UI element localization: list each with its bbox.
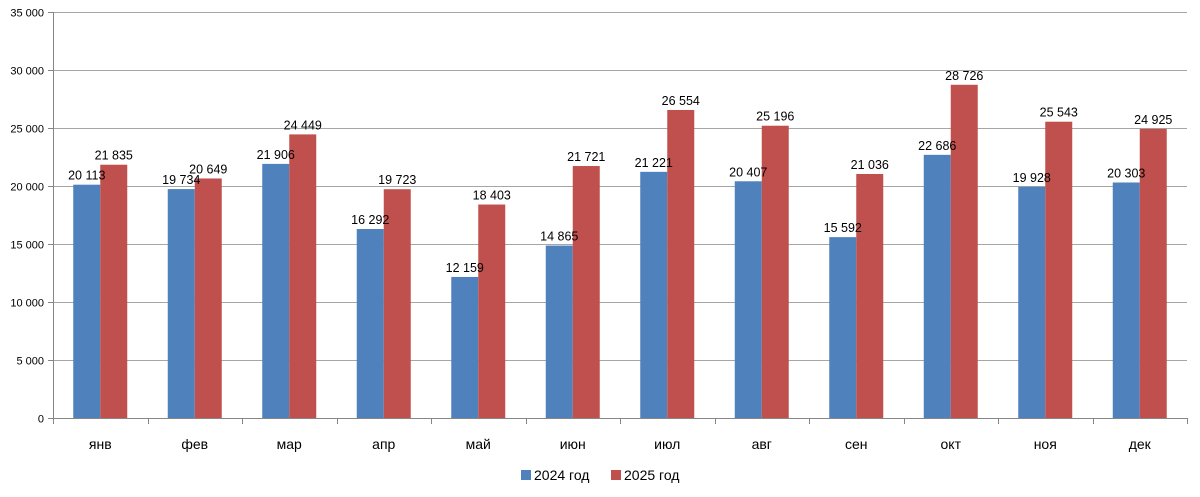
y-tick-label: 25 000 [10, 124, 44, 136]
data-label: 21 906 [257, 148, 295, 162]
data-label: 21 221 [635, 156, 673, 170]
gridlines [53, 12, 1187, 361]
data-label: 25 543 [1040, 106, 1078, 120]
bar [923, 154, 951, 418]
data-label: 24 449 [284, 118, 322, 132]
y-tick-label: 20 000 [10, 182, 44, 194]
x-tick-label: окт [941, 436, 962, 452]
data-label: 20 649 [189, 162, 227, 176]
data-label: 22 686 [918, 139, 956, 153]
data-label: 21 036 [851, 158, 889, 172]
bar [167, 189, 195, 418]
bar [950, 84, 978, 419]
data-label: 24 925 [1134, 113, 1172, 127]
x-tick-label: ноя [1034, 436, 1057, 452]
bar [640, 171, 668, 418]
bar [572, 166, 600, 418]
data-label: 15 592 [824, 221, 862, 235]
x-tick-label: янв [89, 436, 112, 452]
data-label: 20 303 [1107, 166, 1145, 180]
bar [356, 229, 384, 418]
x-tick-label: дек [1129, 436, 1152, 452]
bar [829, 237, 857, 418]
bar [856, 173, 884, 418]
data-label: 21 721 [567, 150, 605, 164]
bar [262, 163, 290, 418]
legend-swatch [611, 470, 621, 480]
x-tick-label: мар [277, 436, 302, 452]
x-tick-label: май [466, 436, 491, 452]
bar [100, 164, 128, 418]
x-tick-label: июл [654, 436, 680, 452]
legend-label: 2025 год [624, 467, 679, 483]
data-label: 12 159 [446, 261, 484, 275]
data-label: 20 407 [729, 165, 767, 179]
x-tick-label: апр [372, 436, 395, 452]
data-label: 19 928 [1013, 171, 1051, 185]
data-label: 19 734 [162, 173, 200, 187]
bar [194, 178, 222, 418]
bar [761, 125, 789, 418]
bar [667, 109, 695, 418]
bar [478, 204, 506, 418]
bar [289, 134, 317, 418]
data-label: 20 113 [68, 169, 105, 183]
bar [1139, 128, 1167, 418]
legend-swatch [521, 470, 531, 480]
x-tick-label: июн [560, 436, 586, 452]
x-tick-label: сен [845, 436, 868, 452]
legend-label: 2024 год [534, 467, 589, 483]
y-tick-label: 15 000 [10, 240, 44, 252]
data-label: 16 292 [351, 213, 389, 227]
bar [734, 181, 762, 418]
data-label: 21 835 [95, 149, 133, 163]
y-tick-label: 10 000 [10, 298, 44, 310]
data-label: 18 403 [473, 189, 511, 203]
data-label: 14 865 [540, 230, 578, 244]
y-tick-label: 35 000 [10, 8, 44, 20]
data-label: 26 554 [662, 94, 700, 108]
data-label: 19 723 [378, 173, 416, 187]
y-tick-label: 0 [38, 414, 44, 426]
bar [1018, 186, 1046, 418]
x-tick-label: фев [181, 436, 208, 452]
bars [73, 84, 1167, 419]
y-tick-label: 30 000 [10, 66, 44, 78]
bar [73, 184, 101, 418]
bar [545, 245, 573, 418]
axes: 0 5 000 10 000 15 000 20 000 25 000 30 000 35 0… [10, 8, 1188, 452]
bar [451, 276, 479, 418]
data-label: 25 196 [756, 110, 794, 124]
bar [383, 189, 411, 418]
bar [1045, 121, 1073, 418]
y-tick-label: 5 000 [16, 356, 44, 368]
data-label: 28 726 [945, 69, 983, 83]
x-tick-label: авг [752, 436, 772, 452]
legend: 2024 год 2025 год [521, 467, 679, 483]
bar [1112, 182, 1140, 418]
